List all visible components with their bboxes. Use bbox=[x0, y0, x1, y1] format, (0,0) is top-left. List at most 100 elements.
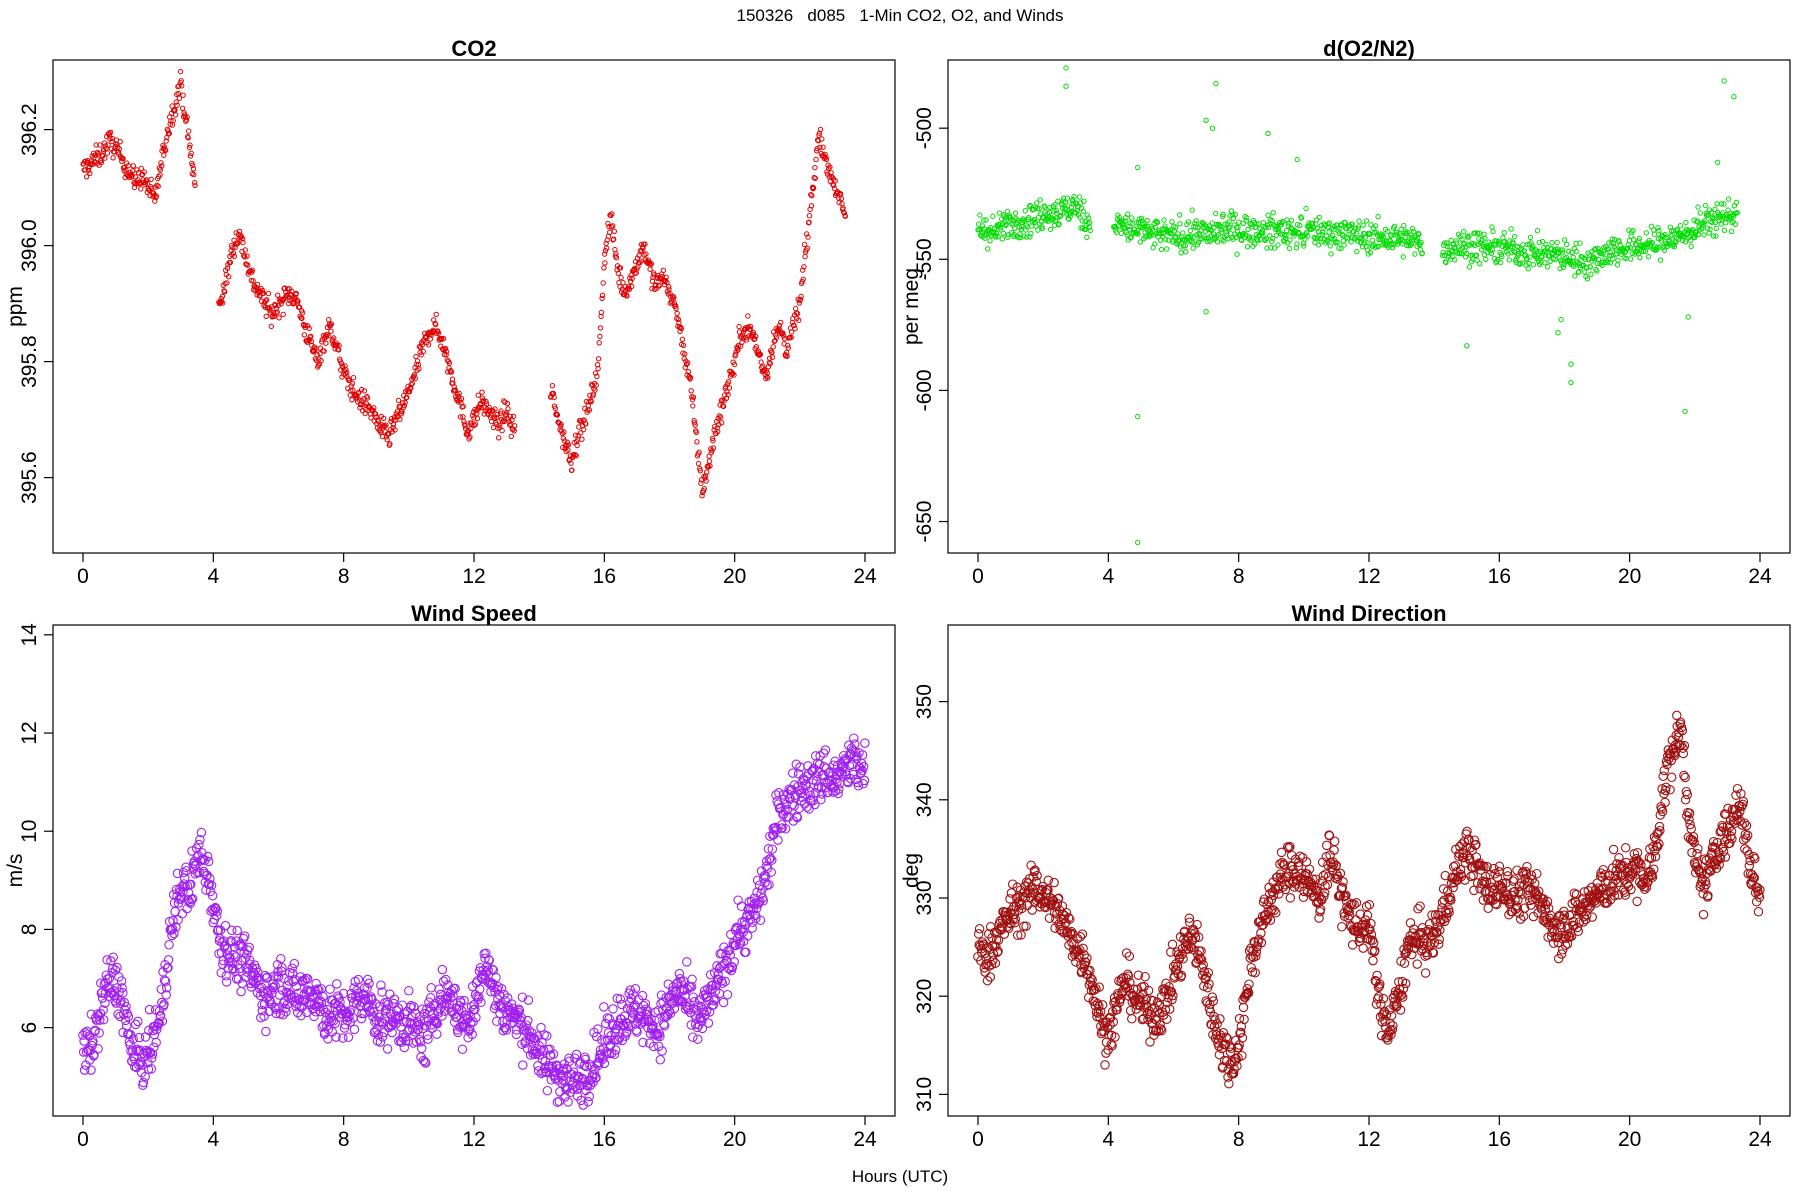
data-point bbox=[1524, 255, 1530, 261]
data-point bbox=[280, 311, 286, 318]
data-point bbox=[360, 401, 366, 408]
data-point bbox=[693, 429, 700, 435]
data-point bbox=[332, 979, 342, 989]
data-point bbox=[1697, 210, 1704, 216]
data-point bbox=[457, 1044, 468, 1055]
data-point bbox=[1194, 242, 1201, 248]
data-point bbox=[1026, 203, 1033, 210]
data-point bbox=[600, 280, 606, 286]
data-point bbox=[1253, 221, 1259, 227]
data-point bbox=[226, 274, 232, 280]
data-point bbox=[685, 360, 691, 366]
data-point bbox=[1463, 250, 1470, 257]
data-point bbox=[153, 193, 160, 199]
data-point bbox=[1359, 235, 1365, 241]
data-point-outlier bbox=[1721, 78, 1727, 84]
data-point bbox=[1629, 229, 1635, 235]
data-point bbox=[1466, 233, 1472, 239]
data-point bbox=[512, 423, 518, 429]
data-point bbox=[1223, 233, 1230, 239]
data-point bbox=[1158, 246, 1165, 253]
data-point bbox=[112, 962, 122, 973]
data-point bbox=[1381, 234, 1387, 240]
data-point bbox=[350, 375, 357, 381]
data-point bbox=[1064, 211, 1070, 217]
data-point bbox=[770, 344, 776, 350]
data-point bbox=[117, 983, 127, 993]
data-point bbox=[983, 217, 989, 223]
data-point bbox=[599, 295, 605, 301]
data-point bbox=[569, 467, 575, 473]
data-point bbox=[1301, 243, 1307, 249]
data-point bbox=[1525, 266, 1531, 272]
data-point bbox=[561, 429, 567, 435]
data-point-outlier bbox=[1203, 117, 1209, 124]
data-point bbox=[432, 1029, 442, 1039]
data-point bbox=[598, 309, 605, 316]
y-tick-label: 12 bbox=[18, 721, 41, 744]
data-point bbox=[1413, 904, 1423, 914]
data-point bbox=[1477, 261, 1483, 267]
data-point bbox=[116, 976, 127, 986]
data-point bbox=[177, 68, 184, 75]
data-point bbox=[375, 1037, 386, 1047]
data-point bbox=[780, 333, 787, 339]
data-point bbox=[1656, 227, 1662, 234]
data-point bbox=[240, 239, 246, 246]
data-point bbox=[1657, 257, 1664, 263]
data-point bbox=[1730, 218, 1736, 225]
data-point bbox=[1592, 256, 1598, 262]
x-tick-label: 16 bbox=[1488, 565, 1511, 588]
data-point bbox=[1157, 237, 1164, 244]
data-point bbox=[120, 155, 126, 162]
data-point bbox=[1616, 239, 1622, 245]
data-point bbox=[1584, 276, 1591, 282]
data-point bbox=[129, 173, 135, 179]
data-point bbox=[472, 421, 479, 427]
data-point bbox=[1154, 219, 1161, 226]
data-point bbox=[356, 397, 362, 403]
data-point bbox=[1058, 212, 1064, 219]
data-point bbox=[187, 153, 194, 159]
data-point bbox=[1214, 239, 1221, 245]
data-point bbox=[1260, 230, 1266, 236]
data-point bbox=[356, 389, 362, 396]
data-point bbox=[1138, 215, 1145, 222]
data-point bbox=[471, 415, 477, 421]
data-point bbox=[265, 290, 272, 297]
data-point bbox=[1147, 232, 1153, 239]
data-point bbox=[148, 176, 154, 183]
data-point bbox=[349, 380, 356, 387]
data-point bbox=[1263, 235, 1270, 241]
data-point bbox=[1238, 1002, 1249, 1013]
y-tick-label: 350 bbox=[913, 684, 936, 719]
data-point bbox=[1337, 922, 1347, 932]
data-point bbox=[260, 288, 266, 294]
data-point bbox=[1195, 239, 1202, 246]
data-point bbox=[1024, 234, 1030, 240]
data-point bbox=[408, 381, 414, 388]
data-point bbox=[474, 415, 481, 422]
data-point bbox=[1636, 235, 1643, 242]
data-point bbox=[1053, 207, 1060, 214]
data-point bbox=[104, 973, 115, 984]
data-point bbox=[581, 426, 587, 433]
data-point bbox=[1313, 217, 1320, 223]
data-point bbox=[274, 309, 280, 315]
data-point bbox=[1538, 259, 1544, 266]
data-point bbox=[610, 236, 617, 242]
data-point bbox=[1364, 240, 1370, 246]
data-point bbox=[156, 984, 167, 994]
data-point bbox=[1733, 199, 1740, 206]
data-point bbox=[1360, 222, 1366, 228]
data-point bbox=[1577, 240, 1583, 246]
data-point bbox=[1021, 233, 1027, 239]
data-point bbox=[1047, 204, 1053, 211]
data-point bbox=[1249, 224, 1255, 230]
data-point bbox=[1441, 242, 1447, 249]
data-point bbox=[718, 414, 724, 420]
data-point bbox=[1004, 208, 1011, 215]
data-point bbox=[166, 130, 173, 137]
data-point bbox=[1688, 237, 1694, 244]
